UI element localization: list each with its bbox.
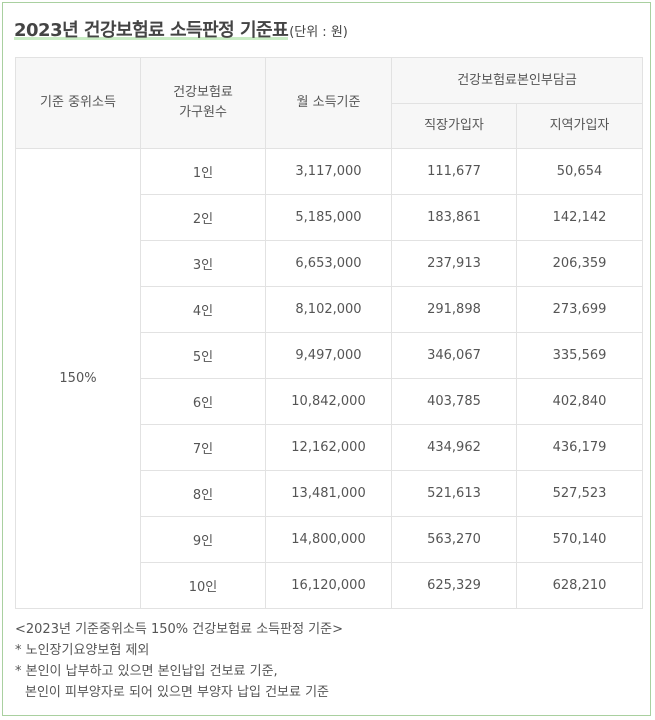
household-members-cell: 7인 xyxy=(140,424,266,471)
regional-premium-cell: 570,140 xyxy=(515,516,644,563)
table-row: 150% 1인 3,117,000 111,677 50,654 xyxy=(15,148,644,609)
household-members-cell: 3인 xyxy=(140,240,266,287)
header-household-members: 건강보험료 가구원수 xyxy=(140,57,266,149)
income-criteria-table: 기준 중위소득 건강보험료 가구원수 월 소득기준 건강보험료본인부담금 직장가… xyxy=(15,57,644,609)
note-caption: <2023년 기준중위소득 150% 건강보험료 소득판정 기준> xyxy=(15,622,343,637)
monthly-income-cell: 10,842,000 xyxy=(265,378,392,425)
regional-premium-cell: 402,840 xyxy=(515,378,644,425)
table-row: 3인 6,653,000 237,913 206,359 xyxy=(16,240,644,287)
monthly-income-cell: 13,481,000 xyxy=(265,470,392,517)
monthly-income-cell: 8,102,000 xyxy=(265,286,392,333)
monthly-income-cell: 5,185,000 xyxy=(265,194,392,241)
employee-premium-cell: 291,898 xyxy=(391,286,517,333)
header-household-line1: 건강보험료 xyxy=(173,85,233,100)
notes: <2023년 기준중위소득 150% 건강보험료 소득판정 기준> * 노인장기… xyxy=(15,619,343,703)
table-body: 150% 1인 3,117,000 111,677 50,654 2인 5,185,000 1… xyxy=(15,148,644,609)
median-income-cell: 150% xyxy=(15,148,141,609)
table-row: 9인 14,800,000 563,270 570,140 xyxy=(16,516,644,563)
monthly-income-cell: 14,800,000 xyxy=(265,516,392,563)
employee-premium-cell: 403,785 xyxy=(391,378,517,425)
header-regional: 지역가입자 xyxy=(515,103,644,149)
monthly-income-cell: 3,117,000 xyxy=(265,148,392,195)
table-row: 10인 16,120,000 625,329 628,210 xyxy=(16,562,644,609)
employee-premium-cell: 111,677 xyxy=(391,148,517,195)
employee-premium-cell: 563,270 xyxy=(391,516,517,563)
household-members-cell: 6인 xyxy=(140,378,266,425)
table-row: 7인 12,162,000 434,962 436,179 xyxy=(16,424,644,471)
household-members-cell: 1인 xyxy=(140,148,266,195)
table-row: 8인 13,481,000 521,613 527,523 xyxy=(16,470,644,517)
header-employee: 직장가입자 xyxy=(391,103,517,149)
regional-premium-cell: 628,210 xyxy=(515,562,644,609)
employee-premium-cell: 521,613 xyxy=(391,470,517,517)
header-household-line2: 가구원수 xyxy=(179,105,227,120)
monthly-income-cell: 12,162,000 xyxy=(265,424,392,471)
employee-premium-cell: 346,067 xyxy=(391,332,517,379)
note-item: 본인이 피부양자로 되어 있으면 부양자 납입 건보료 기준 xyxy=(25,685,330,700)
regional-premium-cell: 273,699 xyxy=(515,286,644,333)
regional-premium-cell: 527,523 xyxy=(515,470,644,517)
note-item: * 본인이 납부하고 있으면 본인납입 건보료 기준, xyxy=(15,664,278,679)
employee-premium-cell: 237,913 xyxy=(391,240,517,287)
note-item: * 노인장기요양보험 제외 xyxy=(15,643,150,658)
title-block: 2023년 건강보험료 소득판정 기준표(단위 : 원) xyxy=(14,16,348,42)
monthly-income-cell: 6,653,000 xyxy=(265,240,392,287)
table-row: 5인 9,497,000 346,067 335,569 xyxy=(16,332,644,379)
household-members-cell: 5인 xyxy=(140,332,266,379)
household-members-cell: 2인 xyxy=(140,194,266,241)
employee-premium-cell: 183,861 xyxy=(391,194,517,241)
table-row: 4인 8,102,000 291,898 273,699 xyxy=(16,286,644,333)
header-monthly-income: 월 소득기준 xyxy=(265,57,392,149)
regional-premium-cell: 335,569 xyxy=(515,332,644,379)
regional-premium-cell: 142,142 xyxy=(515,194,644,241)
regional-premium-cell: 206,359 xyxy=(515,240,644,287)
regional-premium-cell: 50,654 xyxy=(515,148,644,195)
employee-premium-cell: 625,329 xyxy=(391,562,517,609)
unit-label: (단위 : 원) xyxy=(289,25,348,40)
employee-premium-cell: 434,962 xyxy=(391,424,517,471)
household-members-cell: 8인 xyxy=(140,470,266,517)
header-premium-group: 건강보험료본인부담금 xyxy=(390,57,644,104)
household-members-cell: 9인 xyxy=(140,516,266,563)
monthly-income-cell: 9,497,000 xyxy=(265,332,392,379)
monthly-income-cell: 16,120,000 xyxy=(265,562,392,609)
household-members-cell: 10인 xyxy=(140,562,266,609)
regional-premium-cell: 436,179 xyxy=(515,424,644,471)
page-title: 2023년 건강보험료 소득판정 기준표 xyxy=(14,20,289,41)
household-members-cell: 4인 xyxy=(140,286,266,333)
header-median-income: 기준 중위소득 xyxy=(15,57,141,149)
